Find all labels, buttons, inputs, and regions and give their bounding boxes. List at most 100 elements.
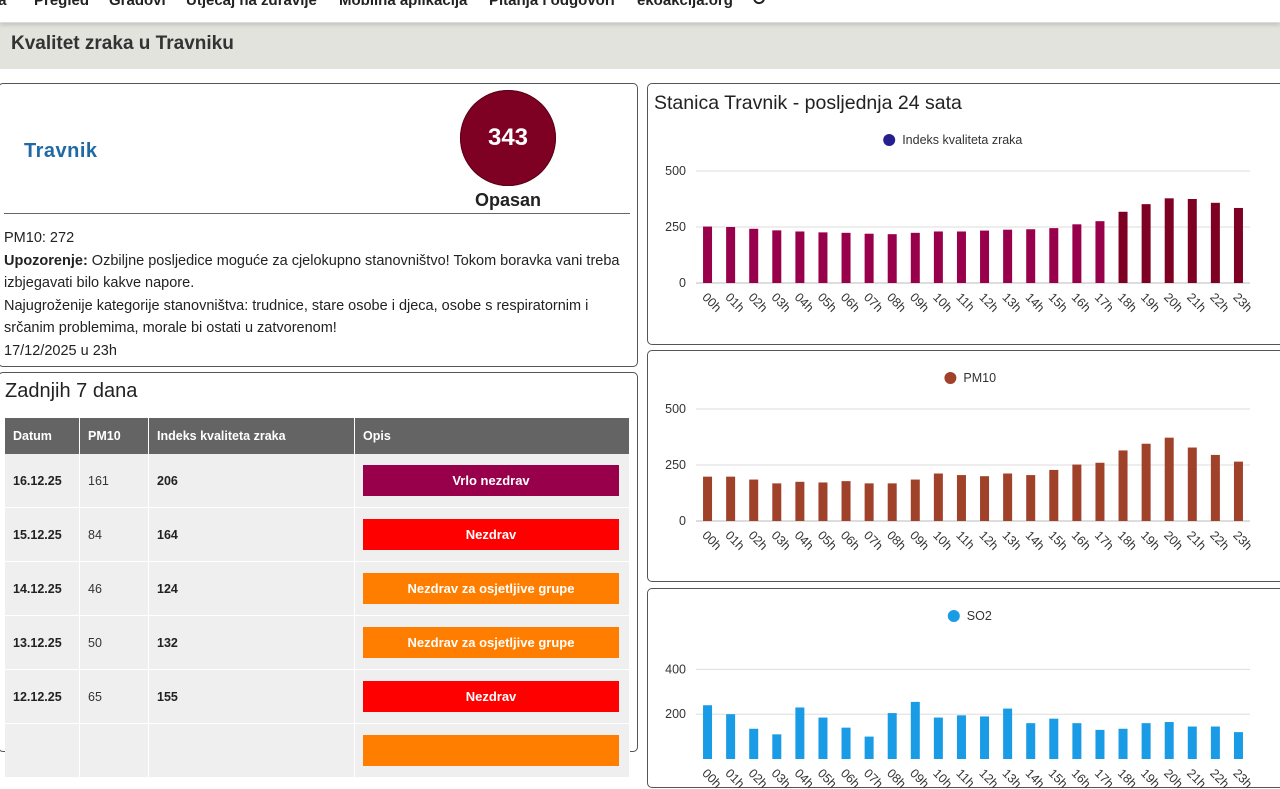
status-badge: Nezdrav xyxy=(363,519,619,550)
x-tick-label: 02h xyxy=(746,766,771,789)
chart-panel-pm10: PM10 0 250 500 00h 01h 02h 03h 04h 05h 06h 07h 08h 09… xyxy=(647,350,1280,582)
bar xyxy=(795,481,805,521)
bar xyxy=(795,707,805,759)
bar xyxy=(749,228,759,283)
col-opis: Opis xyxy=(354,418,630,454)
legend-label: Indeks kvaliteta zraka xyxy=(902,133,1022,147)
desc-cell xyxy=(354,723,630,778)
x-tick-label: 06h xyxy=(838,766,863,789)
bar xyxy=(1026,723,1036,759)
status-info: PM10: 272 Upozorenje: Ozbiljne posljedic… xyxy=(4,227,630,362)
aqi-category: Opasan xyxy=(474,190,542,210)
col-datum: Datum xyxy=(5,418,80,454)
bar xyxy=(818,232,828,283)
aqi-cell: 155 xyxy=(148,669,355,724)
bar xyxy=(1072,464,1082,521)
table-row: 12.12.25 65 155 Nezdrav xyxy=(5,669,630,724)
aqi-cell xyxy=(148,723,355,778)
table-row: 16.12.25 161 206 Vrlo nezdrav xyxy=(5,454,630,508)
bar xyxy=(1187,199,1197,283)
x-tick-label: 15h xyxy=(1046,766,1071,789)
x-tick-label: 08h xyxy=(884,766,909,789)
desc-cell: Nezdrav za osjetljive grupe xyxy=(354,561,630,616)
x-tick-label: 01h xyxy=(723,528,748,553)
x-tick-label: 12h xyxy=(976,290,1001,315)
bar xyxy=(726,227,736,283)
bar xyxy=(980,476,990,521)
legend-label: PM10 xyxy=(963,371,996,385)
chart-panel-so2: SO2 200 400 00h 01h 02h 03h 04h 05h 06h 07h 08h 09h 1… xyxy=(647,588,1280,789)
nav-item-home[interactable]: ja xyxy=(0,0,7,9)
desc-cell: Nezdrav xyxy=(354,669,630,724)
y-tick-label: 0 xyxy=(679,514,686,528)
bar xyxy=(1141,723,1151,759)
x-tick-label: 22h xyxy=(1207,766,1232,789)
nav-item-mobilna[interactable]: Mobilna aplikacija xyxy=(339,0,468,9)
bar xyxy=(910,701,920,759)
bar xyxy=(1003,473,1013,521)
bar xyxy=(933,717,943,759)
bar xyxy=(1003,708,1013,759)
y-tick-label: 500 xyxy=(665,164,686,178)
bar xyxy=(703,226,713,283)
nav-item-pregled[interactable]: Pregled xyxy=(34,0,90,9)
pm10-cell xyxy=(79,723,149,778)
x-tick-label: 10h xyxy=(930,528,955,553)
pm10-cell: 84 xyxy=(79,507,149,562)
nav-item-ekoakcija[interactable]: ekoakcija.org xyxy=(637,0,733,9)
bar xyxy=(1118,211,1128,283)
nav-item-pitanja[interactable]: Pitanja i odgovori xyxy=(489,0,615,9)
history-panel: Zadnjih 7 dana Datum PM10 Indeks kvalite… xyxy=(0,372,638,778)
x-tick-label: 20h xyxy=(1161,290,1186,315)
bar xyxy=(1095,462,1105,521)
nav-item-gradovi[interactable]: Gradovi xyxy=(109,0,166,9)
pm10-chart: PM10 0 250 500 00h01h02h03h04h05h06h07h08h09… xyxy=(665,371,1255,553)
bar xyxy=(1233,732,1243,759)
bar xyxy=(1187,726,1197,759)
bar xyxy=(703,476,713,521)
y-tick-label: 250 xyxy=(665,220,686,234)
bar xyxy=(1210,202,1220,283)
x-tick-label: 00h xyxy=(699,766,724,789)
x-tick-label: 09h xyxy=(907,766,932,789)
x-tick-label: 12h xyxy=(976,766,1001,789)
x-tick-label: 13h xyxy=(1000,528,1025,553)
x-tick-label: 04h xyxy=(792,290,817,315)
x-tick-label: 09h xyxy=(907,290,932,315)
x-tick-label: 11h xyxy=(953,766,977,789)
refresh-icon[interactable] xyxy=(752,0,766,9)
bar xyxy=(956,231,966,283)
bar xyxy=(1049,718,1059,759)
aqi-chart: Indeks kvaliteta zraka 0 250 500 00h01h02h03… xyxy=(665,133,1255,315)
x-tick-label: 23h xyxy=(1230,290,1255,315)
x-tick-label: 17h xyxy=(1092,290,1117,315)
date-cell: 16.12.25 xyxy=(5,454,80,508)
x-tick-label: 02h xyxy=(746,290,771,315)
bar xyxy=(726,714,736,759)
chart-legend: Indeks kvaliteta zraka xyxy=(883,133,1022,147)
x-tick-label: 20h xyxy=(1161,528,1186,553)
aqi-cell: 124 xyxy=(148,561,355,616)
chart-legend: PM10 xyxy=(944,371,996,385)
bar xyxy=(772,483,782,521)
table-row: 14.12.25 46 124 Nezdrav za osjetljive grupe xyxy=(5,561,630,616)
bar xyxy=(1210,726,1220,759)
x-tick-label: 10h xyxy=(930,766,955,789)
bar xyxy=(1118,728,1128,759)
warning-text: Ozbiljne posljedice moguće za cjelokupno… xyxy=(4,252,620,292)
bar xyxy=(1164,722,1174,759)
bar xyxy=(887,234,897,283)
bar xyxy=(910,232,920,283)
bar xyxy=(1049,228,1059,283)
x-tick-label: 00h xyxy=(699,290,724,315)
y-tick-label: 200 xyxy=(665,707,686,721)
pm10-cell: 46 xyxy=(79,561,149,616)
x-tick-label: 18h xyxy=(1115,528,1140,553)
x-tick-label: 13h xyxy=(1000,290,1025,315)
bar xyxy=(864,483,874,521)
x-tick-label: 19h xyxy=(1138,290,1163,315)
x-tick-label: 22h xyxy=(1207,290,1232,315)
x-tick-label: 18h xyxy=(1115,290,1140,315)
nav-item-utjecaj[interactable]: Utjecaj na zdravlje xyxy=(186,0,317,9)
pm10-line: PM10: 272 xyxy=(4,230,75,246)
